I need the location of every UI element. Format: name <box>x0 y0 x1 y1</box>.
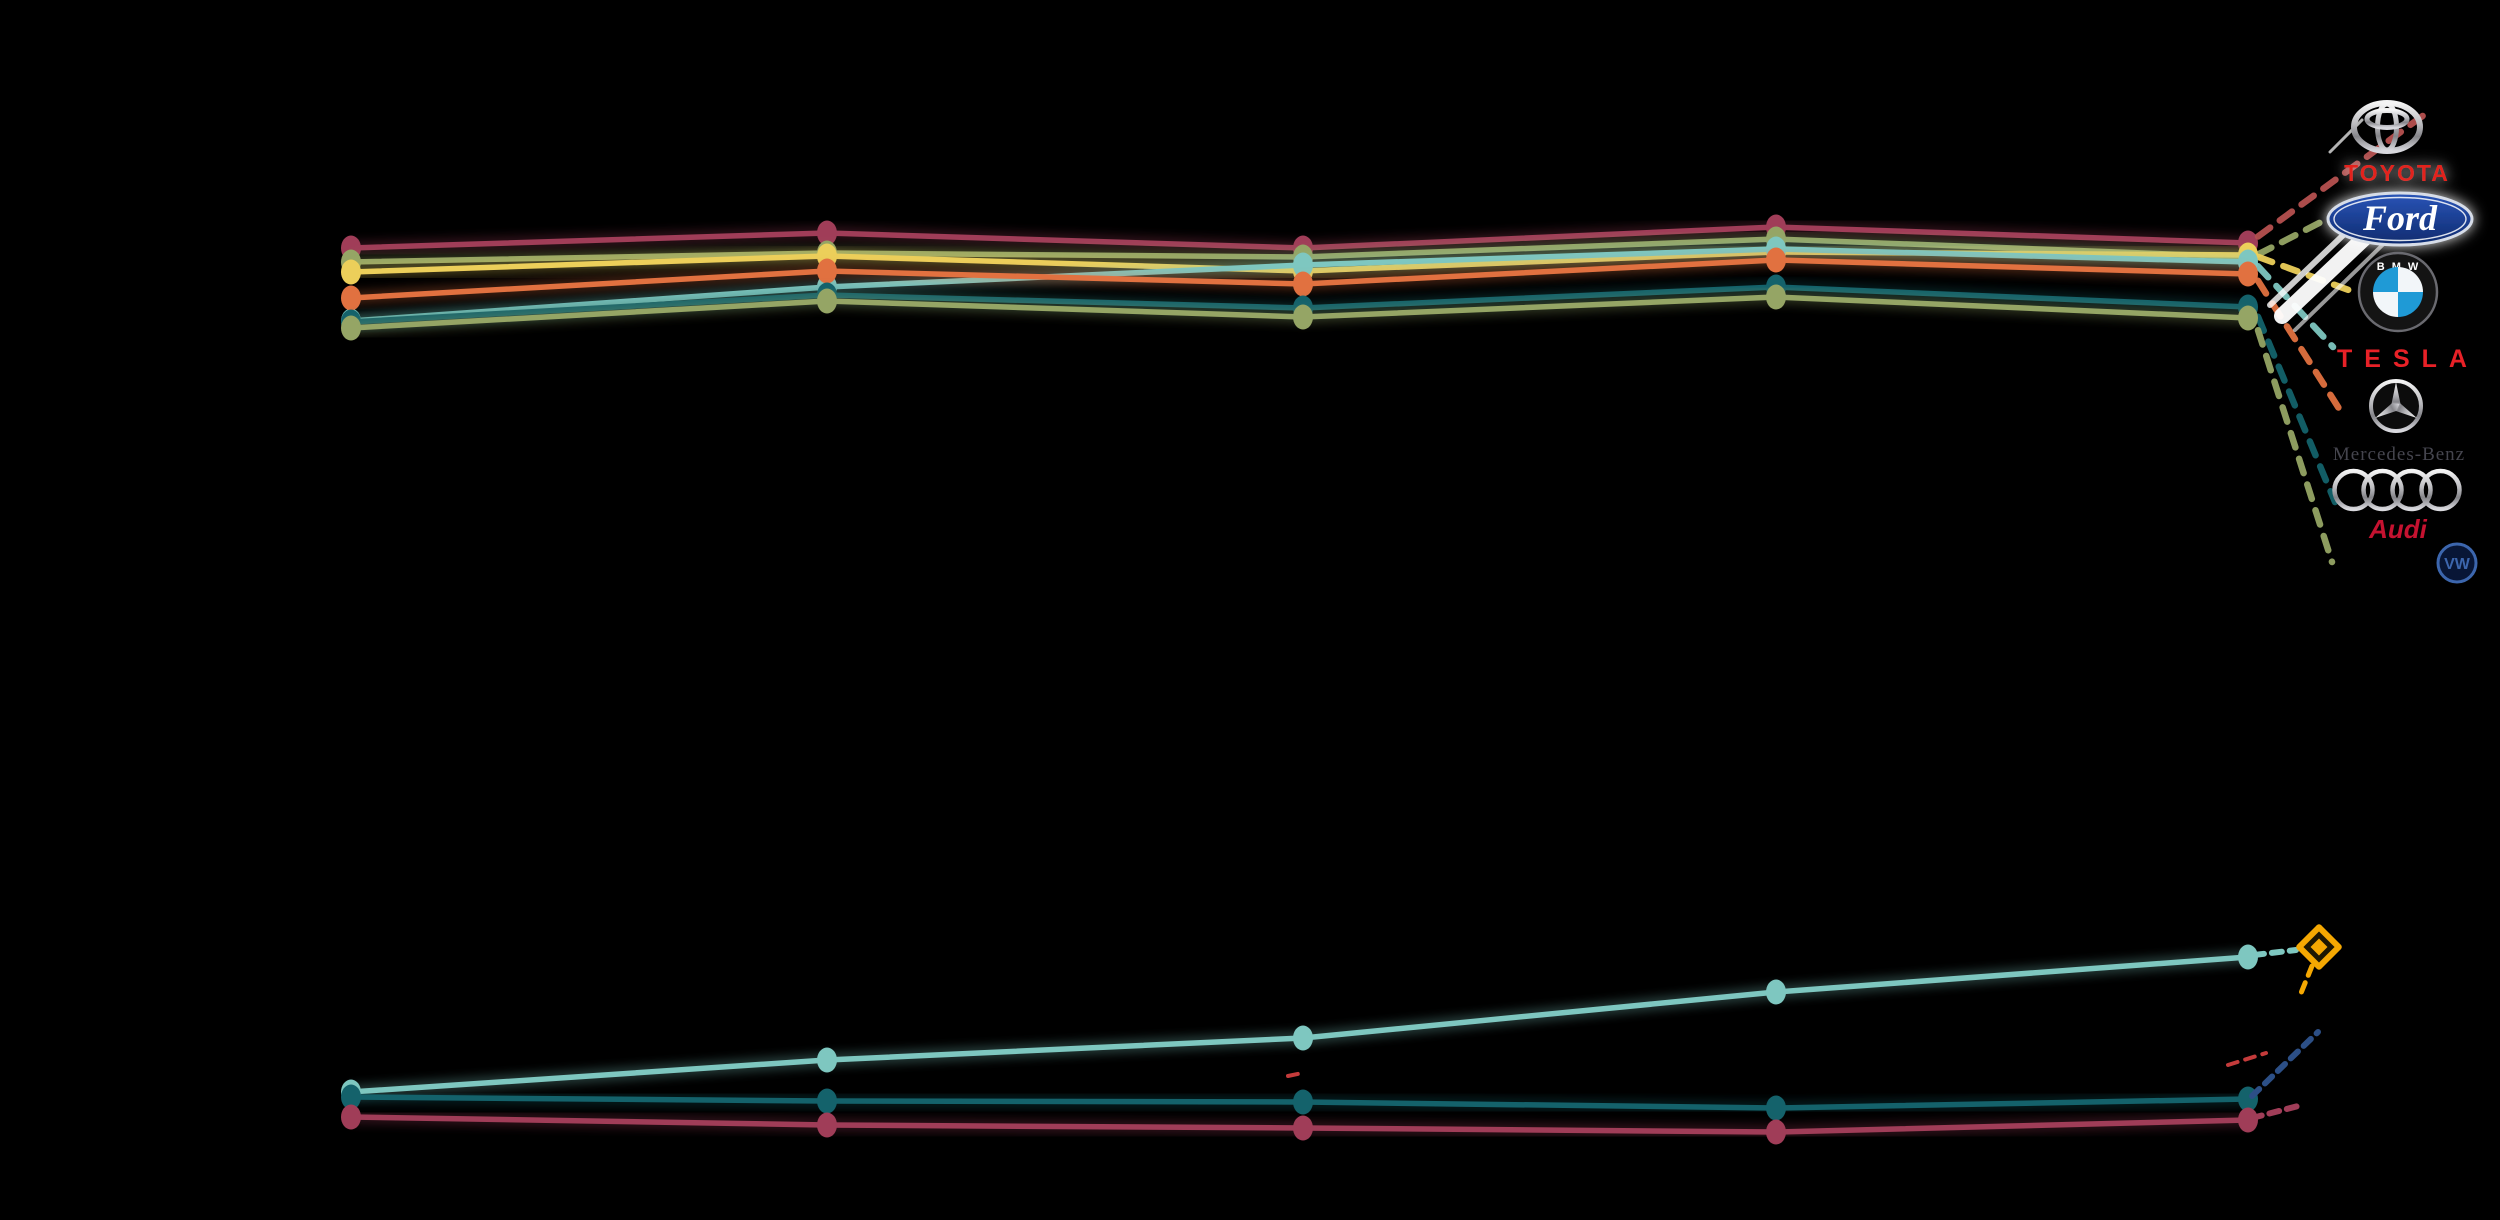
tesla-wordmark: TESLA <box>2337 345 2479 373</box>
diamond-tail-dash <box>2296 963 2315 1001</box>
red-fragment-mid <box>1286 1071 1304 1078</box>
series-projection-toyota <box>2254 108 2432 240</box>
series-point-mercedes-benz <box>1293 271 1313 297</box>
series-point-toyota <box>2238 1107 2258 1133</box>
series-point-mercedes-benz <box>341 285 361 311</box>
series-point-toyota <box>1293 1115 1313 1141</box>
series-point-audi <box>341 1084 361 1110</box>
mercedes-star-icon <box>2369 379 2423 433</box>
bmw-logo: BMW <box>2357 251 2439 333</box>
series-point-audi <box>1293 1089 1313 1115</box>
series-point-tesla <box>1293 252 1313 278</box>
audi-projection-navy <box>2249 1029 2321 1099</box>
series-point-tesla <box>1766 979 1786 1005</box>
series-point-tesla <box>2238 944 2258 970</box>
series-point-mercedes-benz <box>1766 247 1786 273</box>
series-point-toyota <box>817 220 837 246</box>
series-point-toyota <box>341 1104 361 1130</box>
series-point-audi <box>817 1088 837 1114</box>
mercedes-wordmark: Mercedes-Benz <box>2333 444 2465 465</box>
tesla-projection-dash <box>2251 947 2299 958</box>
series-point-volkswagen <box>1766 284 1786 310</box>
series-projection-audi <box>2254 313 2339 506</box>
bmw-roundel-quadrants <box>2373 267 2423 317</box>
series-point-tesla <box>1293 1025 1313 1051</box>
audi-rings-icon <box>2332 468 2462 512</box>
ford-logo: Ford <box>2326 191 2474 247</box>
series-point-volkswagen <box>2238 305 2258 331</box>
series-point-toyota <box>817 1112 837 1138</box>
series-point-tesla <box>817 1047 837 1073</box>
series-point-mercedes-benz <box>2238 261 2258 287</box>
series-point-volkswagen <box>817 288 837 314</box>
red-fragment-right <box>2226 1051 2268 1067</box>
vw-wordmark: VW <box>2444 556 2471 573</box>
series-point-toyota <box>1766 1119 1786 1145</box>
series-projection-volkswagen <box>2254 326 2336 566</box>
ford-wordmark: Ford <box>2362 198 2438 238</box>
series-point-audi <box>1766 1095 1786 1121</box>
audi-wordmark: Audi <box>2368 514 2428 544</box>
milestone-diamond-marker <box>2296 924 2342 970</box>
toyota-wordmark: TOYOTA <box>2344 160 2450 186</box>
vw-logo: VW <box>2436 542 2478 584</box>
toyota-emblem-icon <box>2351 100 2423 154</box>
series-point-bmw <box>341 259 361 285</box>
series-point-volkswagen <box>1293 304 1313 330</box>
series-point-volkswagen <box>341 315 361 341</box>
toyota-projection-dash <box>2249 1102 2305 1121</box>
series-point-mercedes-benz <box>817 258 837 284</box>
